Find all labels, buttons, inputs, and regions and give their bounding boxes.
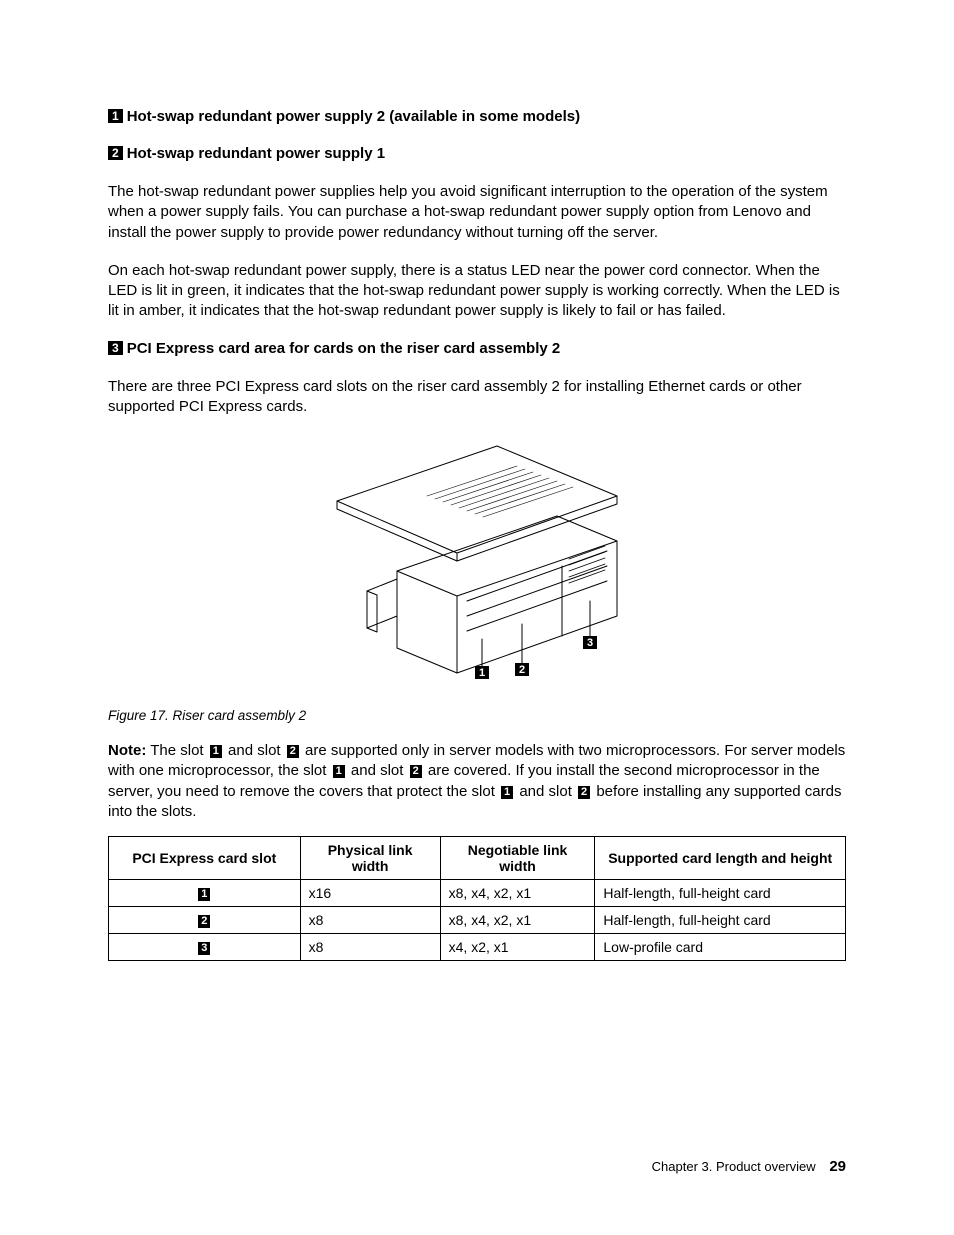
table-cell-physical: x8 [300,907,440,934]
page-footer: Chapter 3. Product overview 29 [652,1158,846,1175]
callout-icon: 1 [333,765,345,778]
note-label: Note: [108,742,146,759]
table-cell-negotiable: x8, x4, x2, x1 [440,907,595,934]
figure-riser-assembly: 1 2 3 [108,441,846,696]
note-text: and slot [515,783,576,800]
riser-diagram-svg: 1 2 3 [307,441,647,691]
figure-callout-3: 3 [587,637,593,649]
pci-slots-table: PCI Express card slot Physical link widt… [108,836,846,961]
figure-callout-1: 1 [479,667,485,679]
table-row: 3 x8x4, x2, x1Low-profile card [109,934,846,961]
table-cell-physical: x16 [300,880,440,907]
heading-text: Hot-swap redundant power supply 2 (avail… [127,108,580,125]
table-cell-negotiable: x4, x2, x1 [440,934,595,961]
table-cell-supported: Low-profile card [595,934,846,961]
note-text: The slot [146,742,207,759]
callout-icon: 2 [410,765,422,778]
table-header: Physical link width [300,837,440,880]
table-cell-slot: 1 [109,880,301,907]
table-cell-supported: Half-length, full-height card [595,907,846,934]
callout-icon: 1 [108,109,123,123]
figure-caption: Figure 17. Riser card assembly 2 [108,708,846,723]
chapter-label: Chapter 3. Product overview [652,1159,816,1174]
page-number: 29 [829,1158,846,1175]
heading-psu2: 1 Hot-swap redundant power supply 2 (avai… [108,108,846,125]
callout-icon: 1 [210,745,222,758]
table-row: 1 x16x8, x4, x2, x1Half-length, full-heig… [109,880,846,907]
table-cell-supported: Half-length, full-height card [595,880,846,907]
heading-pci-area: 3 PCI Express card area for cards on the … [108,340,846,357]
callout-icon: 2 [198,915,210,928]
table-cell-slot: 3 [109,934,301,961]
table-header: PCI Express card slot [109,837,301,880]
callout-icon: 1 [501,786,513,799]
callout-icon: 2 [287,745,299,758]
callout-icon: 3 [108,341,123,355]
table-cell-physical: x8 [300,934,440,961]
paragraph: On each hot-swap redundant power supply,… [108,261,846,322]
document-page: 1 Hot-swap redundant power supply 2 (avai… [0,0,954,1235]
callout-icon: 2 [578,786,590,799]
table-header-row: PCI Express card slot Physical link widt… [109,837,846,880]
table-body: 1 x16x8, x4, x2, x1Half-length, full-heig… [109,880,846,961]
figure-callout-2: 2 [519,664,525,676]
note-text: and slot [347,762,408,779]
note-paragraph: Note: The slot 1 and slot 2 are supporte… [108,741,846,822]
callout-icon: 2 [108,146,123,160]
table-cell-slot: 2 [109,907,301,934]
table-row: 2 x8x8, x4, x2, x1Half-length, full-heigh… [109,907,846,934]
paragraph: The hot-swap redundant power supplies he… [108,182,846,243]
table-header: Supported card length and height [595,837,846,880]
table-cell-negotiable: x8, x4, x2, x1 [440,880,595,907]
heading-text: Hot-swap redundant power supply 1 [127,145,385,162]
callout-icon: 1 [198,888,210,901]
paragraph: There are three PCI Express card slots o… [108,377,846,418]
heading-psu1: 2 Hot-swap redundant power supply 1 [108,145,846,162]
table-header: Negotiable link width [440,837,595,880]
note-text: and slot [224,742,285,759]
heading-text: PCI Express card area for cards on the r… [127,340,561,357]
callout-icon: 3 [198,942,210,955]
